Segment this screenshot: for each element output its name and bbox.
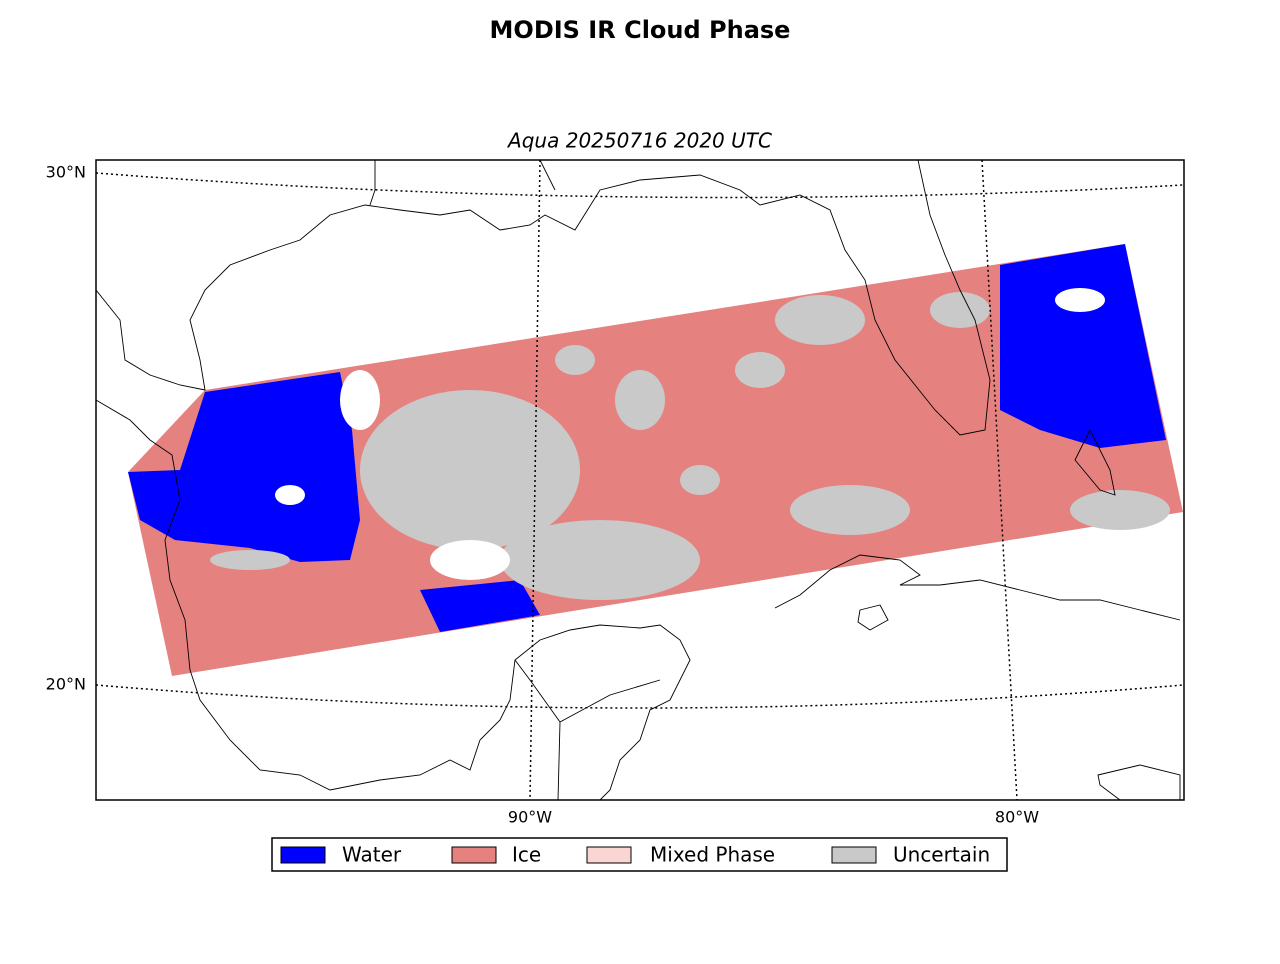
lon-label: 80°W: [995, 808, 1039, 827]
legend-swatch: [586, 846, 632, 864]
island: [1074, 428, 1116, 496]
legend-label: Water: [342, 843, 402, 867]
ice-area: [128, 244, 1183, 676]
graticule: [96, 160, 1184, 800]
legend-swatch: [451, 846, 497, 864]
coastlines: [96, 160, 1181, 800]
uncertain-area: [210, 550, 290, 570]
border: [369, 160, 556, 206]
legend-swatch: [280, 846, 326, 864]
uncertain-area: [500, 520, 700, 600]
graticule-line: [96, 684, 1184, 709]
lat-label: 20°N: [46, 675, 86, 694]
uncertain-area: [930, 292, 990, 328]
uncertain-area: [1070, 490, 1170, 530]
uncertain-area: [680, 465, 720, 495]
title: MODIS IR Cloud Phase: [490, 16, 791, 44]
uncertain-area: [775, 295, 865, 345]
water-area: [1000, 244, 1166, 448]
uncertain-area: [360, 390, 580, 550]
lon-label: 90°W: [508, 808, 552, 827]
legend-label: Uncertain: [893, 843, 990, 867]
coastline: [96, 160, 991, 436]
map-area: [96, 160, 1184, 800]
island: [857, 604, 889, 631]
legend-swatch: [831, 846, 877, 864]
border: [514, 659, 661, 800]
clear-area: [344, 374, 376, 426]
legend: Water Ice Mixed Phase Uncertain: [280, 843, 990, 867]
cloud-swath: [128, 244, 1183, 676]
uncertain-area: [555, 345, 595, 375]
graticule-line: [981, 160, 1018, 800]
legend-box: [271, 837, 1008, 872]
island: [1097, 764, 1181, 800]
clear-area: [275, 485, 305, 505]
clear-area: [435, 544, 505, 576]
coastline: [774, 554, 1181, 621]
coastline: [96, 399, 691, 800]
legend-label: Ice: [512, 843, 541, 867]
uncertain-area: [615, 370, 665, 430]
water-area: [128, 372, 360, 562]
lat-label: 30°N: [46, 163, 86, 182]
graticule-line: [529, 160, 541, 800]
graticule-line: [96, 172, 1184, 199]
clear-area: [1055, 288, 1105, 312]
water-area: [420, 580, 540, 632]
uncertain-area: [790, 485, 910, 535]
map-frame: [95, 159, 1185, 801]
legend-label: Mixed Phase: [650, 843, 775, 867]
uncertain-area: [735, 352, 785, 388]
subtitle: Aqua 20250716 2020 UTC: [506, 129, 772, 153]
